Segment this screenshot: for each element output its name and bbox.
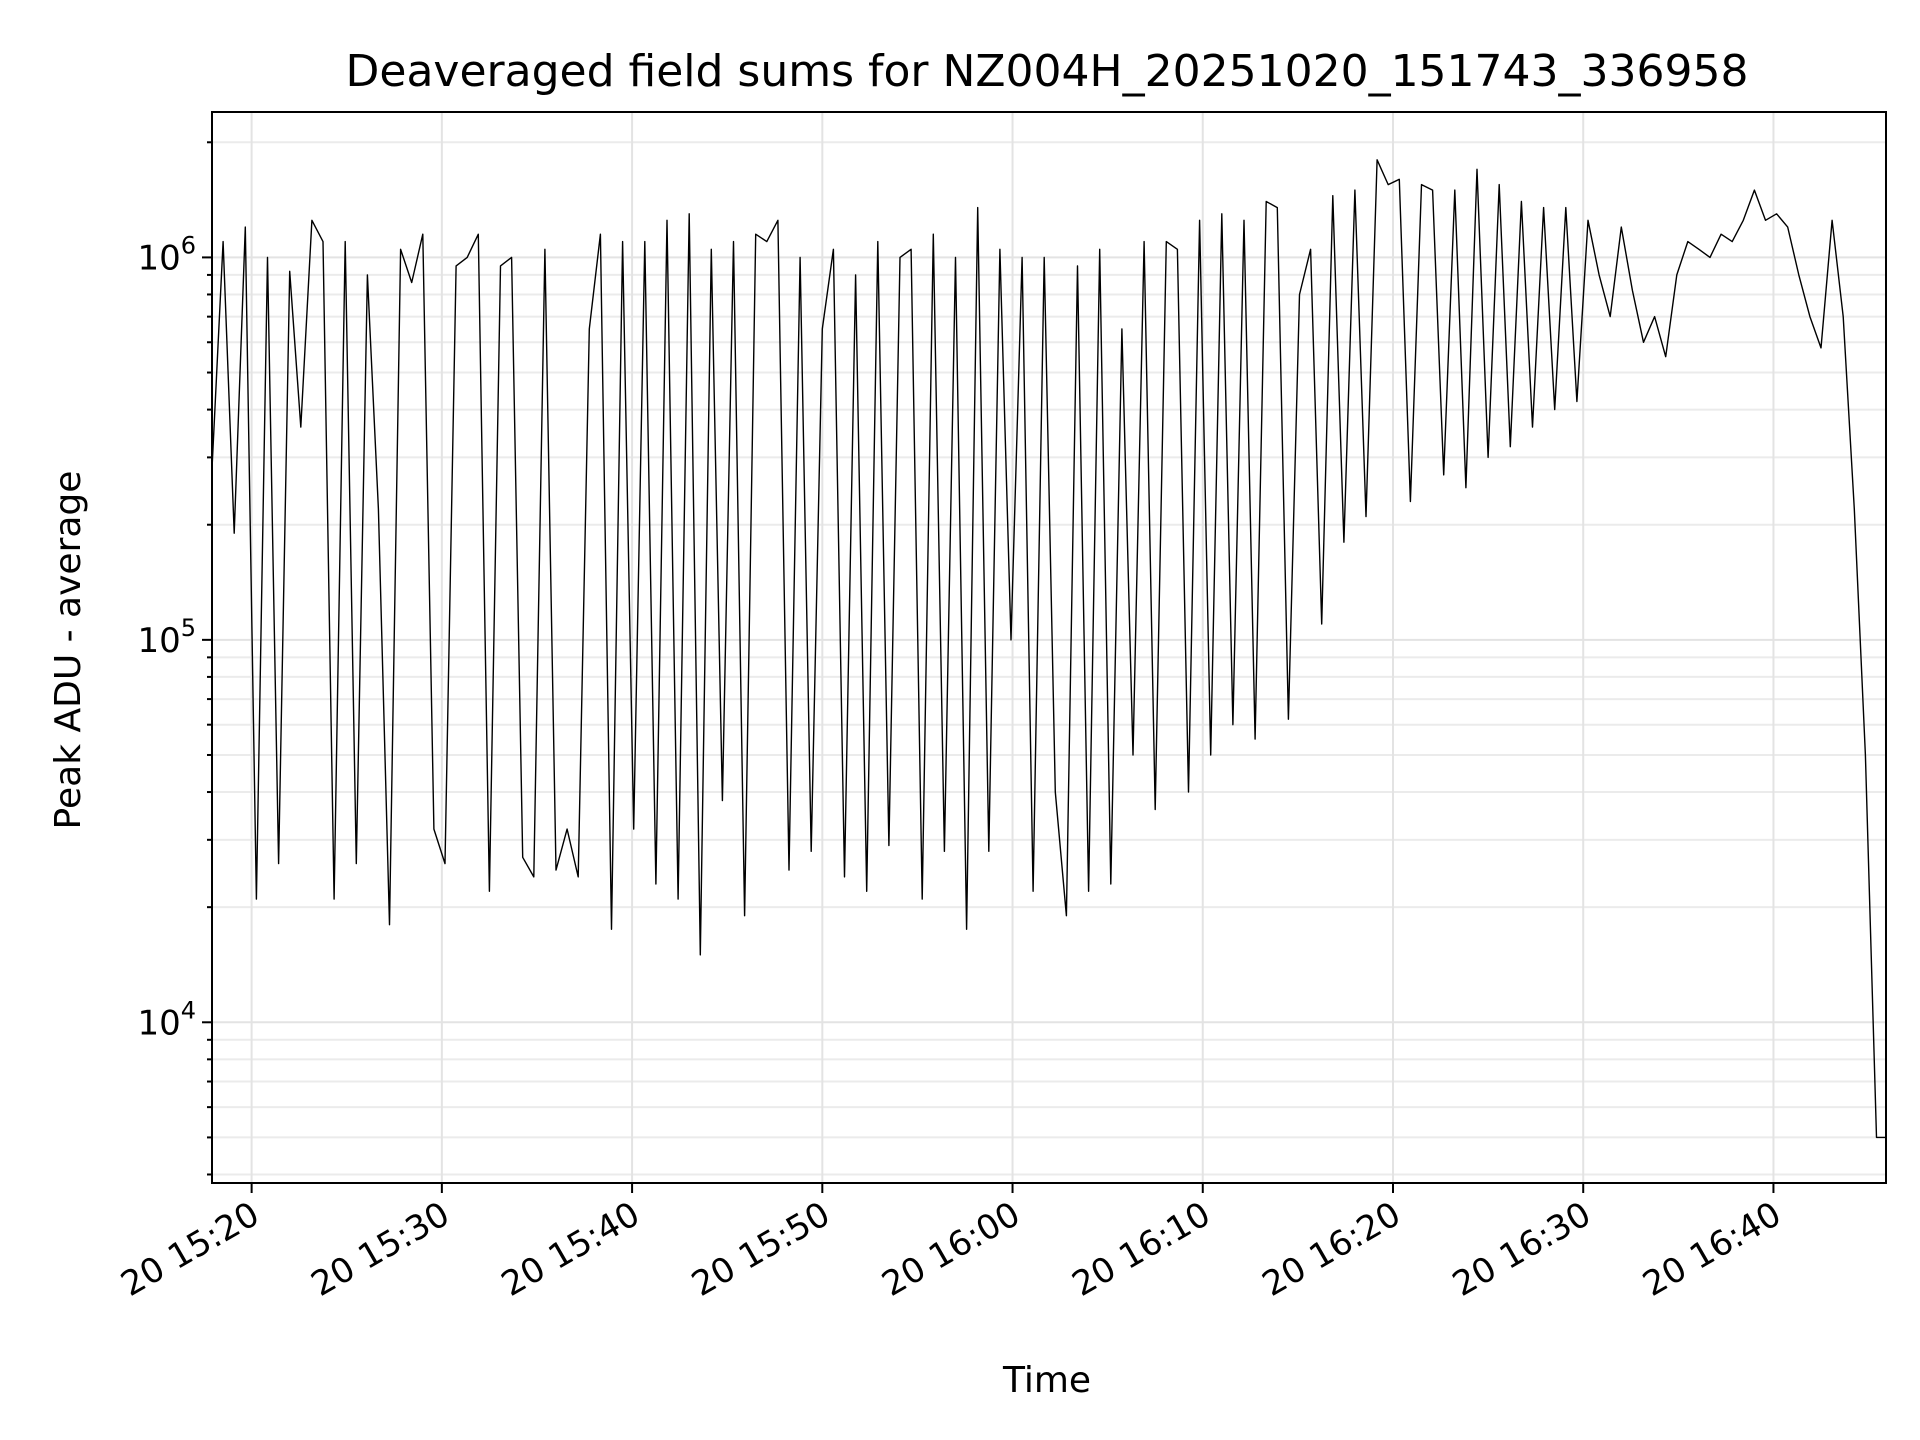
x-tick-label: 20 15:40 (495, 1194, 647, 1305)
grid-layer (212, 112, 1886, 1183)
y-tick-label-base: 10 (137, 238, 180, 278)
chart-title: Deaveraged field sums for NZ004H_2025102… (346, 46, 1749, 97)
plot-frame (211, 111, 1887, 1184)
x-tick-label: 20 16:10 (1066, 1194, 1218, 1305)
y-tick-label-base: 10 (137, 1003, 180, 1043)
y-axis-label: Peak ADU - average (48, 471, 89, 830)
y-tick-label-base: 10 (137, 621, 180, 661)
series-line (211, 159, 1886, 1139)
x-tick-label: 20 15:50 (685, 1194, 837, 1305)
y-tick-label-exponent: 4 (181, 996, 196, 1024)
y-tick-label: 106 (137, 231, 196, 278)
x-tick-label: 20 16:30 (1446, 1194, 1598, 1305)
x-tick-label: 20 16:20 (1256, 1194, 1408, 1305)
x-axis: 20 15:20 20 15:30 20 15:40 20 15:50 20 16:00… (114, 1183, 1788, 1305)
x-tick-label: 20 16:00 (875, 1194, 1027, 1305)
y-tick-label-exponent: 6 (181, 231, 196, 259)
y-tick-label: 105 (137, 614, 196, 661)
y-tick-label: 104 (137, 996, 196, 1043)
x-tick-label: 20 15:20 (114, 1194, 266, 1305)
y-tick-label-exponent: 5 (181, 614, 196, 642)
x-axis-label: Time (1002, 1360, 1091, 1401)
x-tick-label: 20 16:40 (1636, 1194, 1788, 1305)
x-tick-label: 20 15:30 (305, 1194, 457, 1305)
